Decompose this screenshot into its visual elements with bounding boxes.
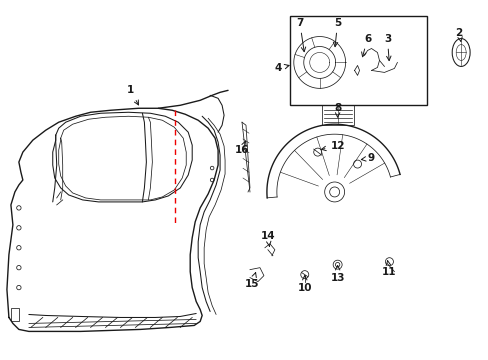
Text: 7: 7 [296, 18, 305, 52]
Text: 11: 11 [382, 261, 396, 276]
Text: 4: 4 [274, 63, 288, 73]
Text: 9: 9 [361, 153, 374, 163]
Text: 8: 8 [333, 103, 341, 117]
Bar [289, 15, 427, 105]
Text: 16: 16 [234, 141, 249, 155]
Text: 2: 2 [455, 28, 462, 41]
Bar [321, 105, 353, 125]
Text: 5: 5 [333, 18, 341, 47]
Text: 1: 1 [126, 85, 138, 105]
Text: 3: 3 [383, 33, 390, 60]
Bar [11, 307, 19, 321]
Text: 15: 15 [244, 273, 259, 289]
Text: 14: 14 [260, 231, 275, 246]
Text: 10: 10 [297, 275, 311, 293]
Text: 12: 12 [321, 141, 344, 151]
Text: 13: 13 [330, 266, 344, 283]
Text: 6: 6 [361, 33, 370, 57]
